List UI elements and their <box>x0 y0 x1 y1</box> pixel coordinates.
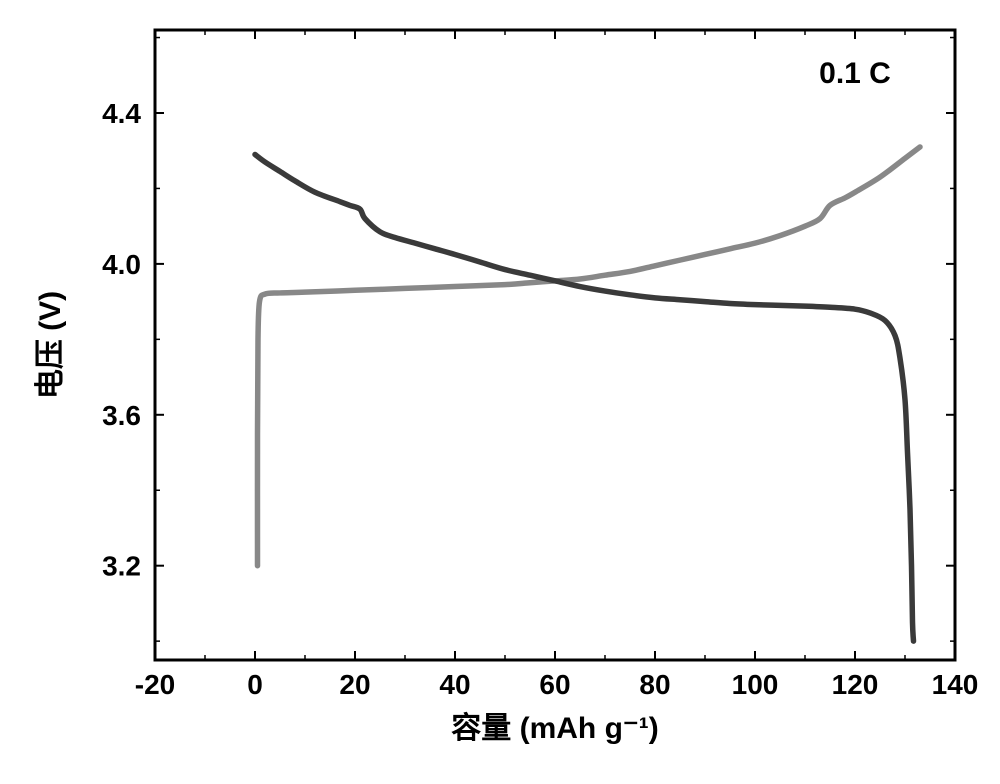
x-tick-label: 40 <box>439 669 470 700</box>
rate-label: 0.1 C <box>819 57 891 90</box>
voltage-capacity-chart: -20 0 20 40 60 80 100 120 140 3.2 3.6 4.0 4.4 容量 (mAh… <box>0 0 1000 784</box>
x-tick-label: 100 <box>732 669 779 700</box>
y-tick-label: 3.6 <box>102 400 141 431</box>
x-tick-label: 140 <box>932 669 979 700</box>
x-tick-label: 80 <box>639 669 670 700</box>
chart-bg <box>0 0 1000 784</box>
figure-container: -20 0 20 40 60 80 100 120 140 3.2 3.6 4.0 4.4 容量 (mAh… <box>0 0 1000 784</box>
y-axis-label: 电压 (V) <box>34 291 67 399</box>
y-tick-label: 4.4 <box>102 98 141 129</box>
x-tick-label: 120 <box>832 669 879 700</box>
x-tick-label: 0 <box>247 669 263 700</box>
y-tick-label: 3.2 <box>102 551 141 582</box>
x-axis-label: 容量 (mAh g⁻¹) <box>451 712 658 745</box>
y-tick-label: 4.0 <box>102 249 141 280</box>
x-tick-label: -20 <box>135 669 175 700</box>
x-tick-label: 20 <box>339 669 370 700</box>
x-tick-label: 60 <box>539 669 570 700</box>
